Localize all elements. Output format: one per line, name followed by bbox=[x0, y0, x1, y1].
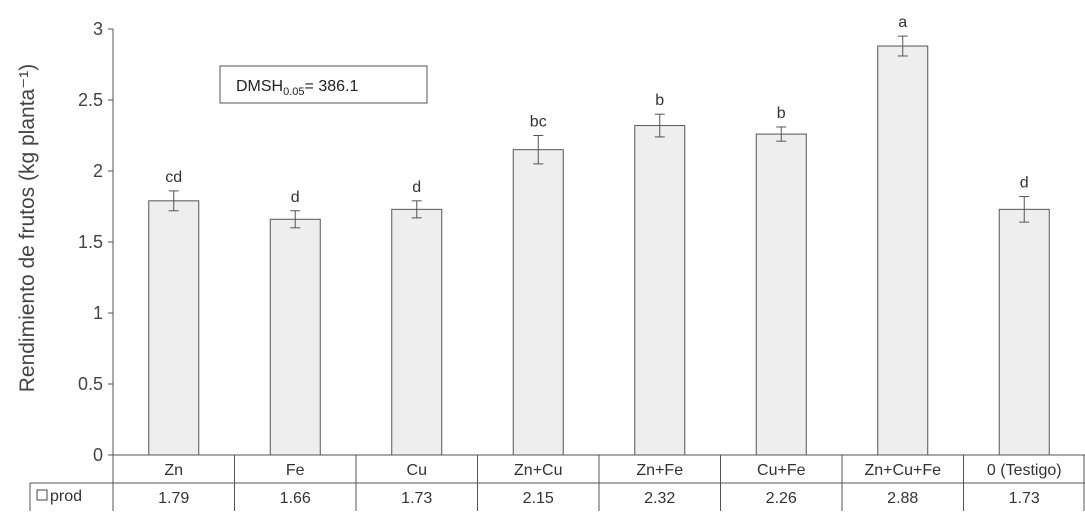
legend-swatch bbox=[36, 489, 48, 501]
y-tick-label: 3 bbox=[93, 19, 103, 39]
table-value: 2.88 bbox=[887, 490, 918, 507]
x-category-label: Cu bbox=[407, 462, 427, 479]
x-category-label: Fe bbox=[286, 462, 305, 479]
significance-letter: d bbox=[412, 179, 421, 196]
y-tick-label: 2 bbox=[93, 161, 103, 181]
table-value: 2.26 bbox=[766, 490, 797, 507]
bar-Zn+Fe bbox=[634, 125, 686, 456]
dmsh-value: = 386.1 bbox=[305, 78, 359, 95]
bar-Cu bbox=[391, 208, 443, 456]
x-category-label: Cu+Fe bbox=[757, 462, 806, 479]
bar-0 (Testigo) bbox=[998, 208, 1050, 456]
y-axis-label: Rendimiento de frutos (kg planta⁻¹) bbox=[16, 64, 39, 393]
x-category-label: Zn+Cu bbox=[514, 462, 562, 479]
table-value: 2.32 bbox=[644, 490, 675, 507]
x-category-label: Zn+Cu+Fe bbox=[865, 462, 942, 479]
x-category-label: Zn+Fe bbox=[636, 462, 683, 479]
bars-group: cd d d bc b b a d bbox=[148, 14, 1050, 456]
bar-Cu+Fe bbox=[755, 133, 807, 456]
y-tick-label: 0 bbox=[93, 445, 103, 465]
significance-letter: b bbox=[655, 92, 664, 109]
x-category-label: 0 (Testigo) bbox=[987, 462, 1062, 479]
dmsh-subscript: 0.05 bbox=[283, 86, 304, 98]
x-category-label: Zn bbox=[164, 462, 183, 479]
y-tick-label: 1.5 bbox=[78, 232, 103, 252]
table-value: 1.66 bbox=[280, 490, 311, 507]
table-value: 1.73 bbox=[1009, 490, 1040, 507]
significance-letter: cd bbox=[165, 169, 182, 186]
table-value: 2.15 bbox=[523, 490, 554, 507]
dmsh-annotation: DMSH0.05= 386.1 bbox=[219, 65, 428, 104]
table-value: 1.79 bbox=[158, 490, 189, 507]
dmsh-box bbox=[219, 65, 428, 104]
y-axis: 0 0.5 1 1.5 2 2.5 3 bbox=[78, 19, 114, 465]
legend-series-name: prod bbox=[50, 488, 82, 505]
significance-letter: a bbox=[898, 14, 907, 31]
dmsh-prefix: DMSH bbox=[236, 78, 283, 95]
table-value: 1.73 bbox=[401, 490, 432, 507]
significance-letter: d bbox=[1020, 175, 1029, 192]
bar-Fe bbox=[269, 218, 321, 456]
y-tick-label: 0.5 bbox=[78, 374, 103, 394]
significance-letter: bc bbox=[530, 114, 547, 131]
bar-Zn+Cu+Fe bbox=[877, 45, 929, 456]
data-table: prod Zn 1.79 Fe 1.66 Cu 1.73 Zn+Cu 2.15 Zn+Fe 2.32… bbox=[29, 454, 1085, 511]
bar-Zn bbox=[148, 200, 200, 456]
bar-Zn+Cu bbox=[512, 149, 564, 456]
significance-letter: d bbox=[291, 189, 300, 206]
svg-text:DMSH0.05= 386.1: DMSH0.05= 386.1 bbox=[236, 78, 358, 98]
y-tick-label: 1 bbox=[93, 303, 103, 323]
y-tick-label: 2.5 bbox=[78, 90, 103, 110]
significance-letter: b bbox=[777, 105, 786, 122]
